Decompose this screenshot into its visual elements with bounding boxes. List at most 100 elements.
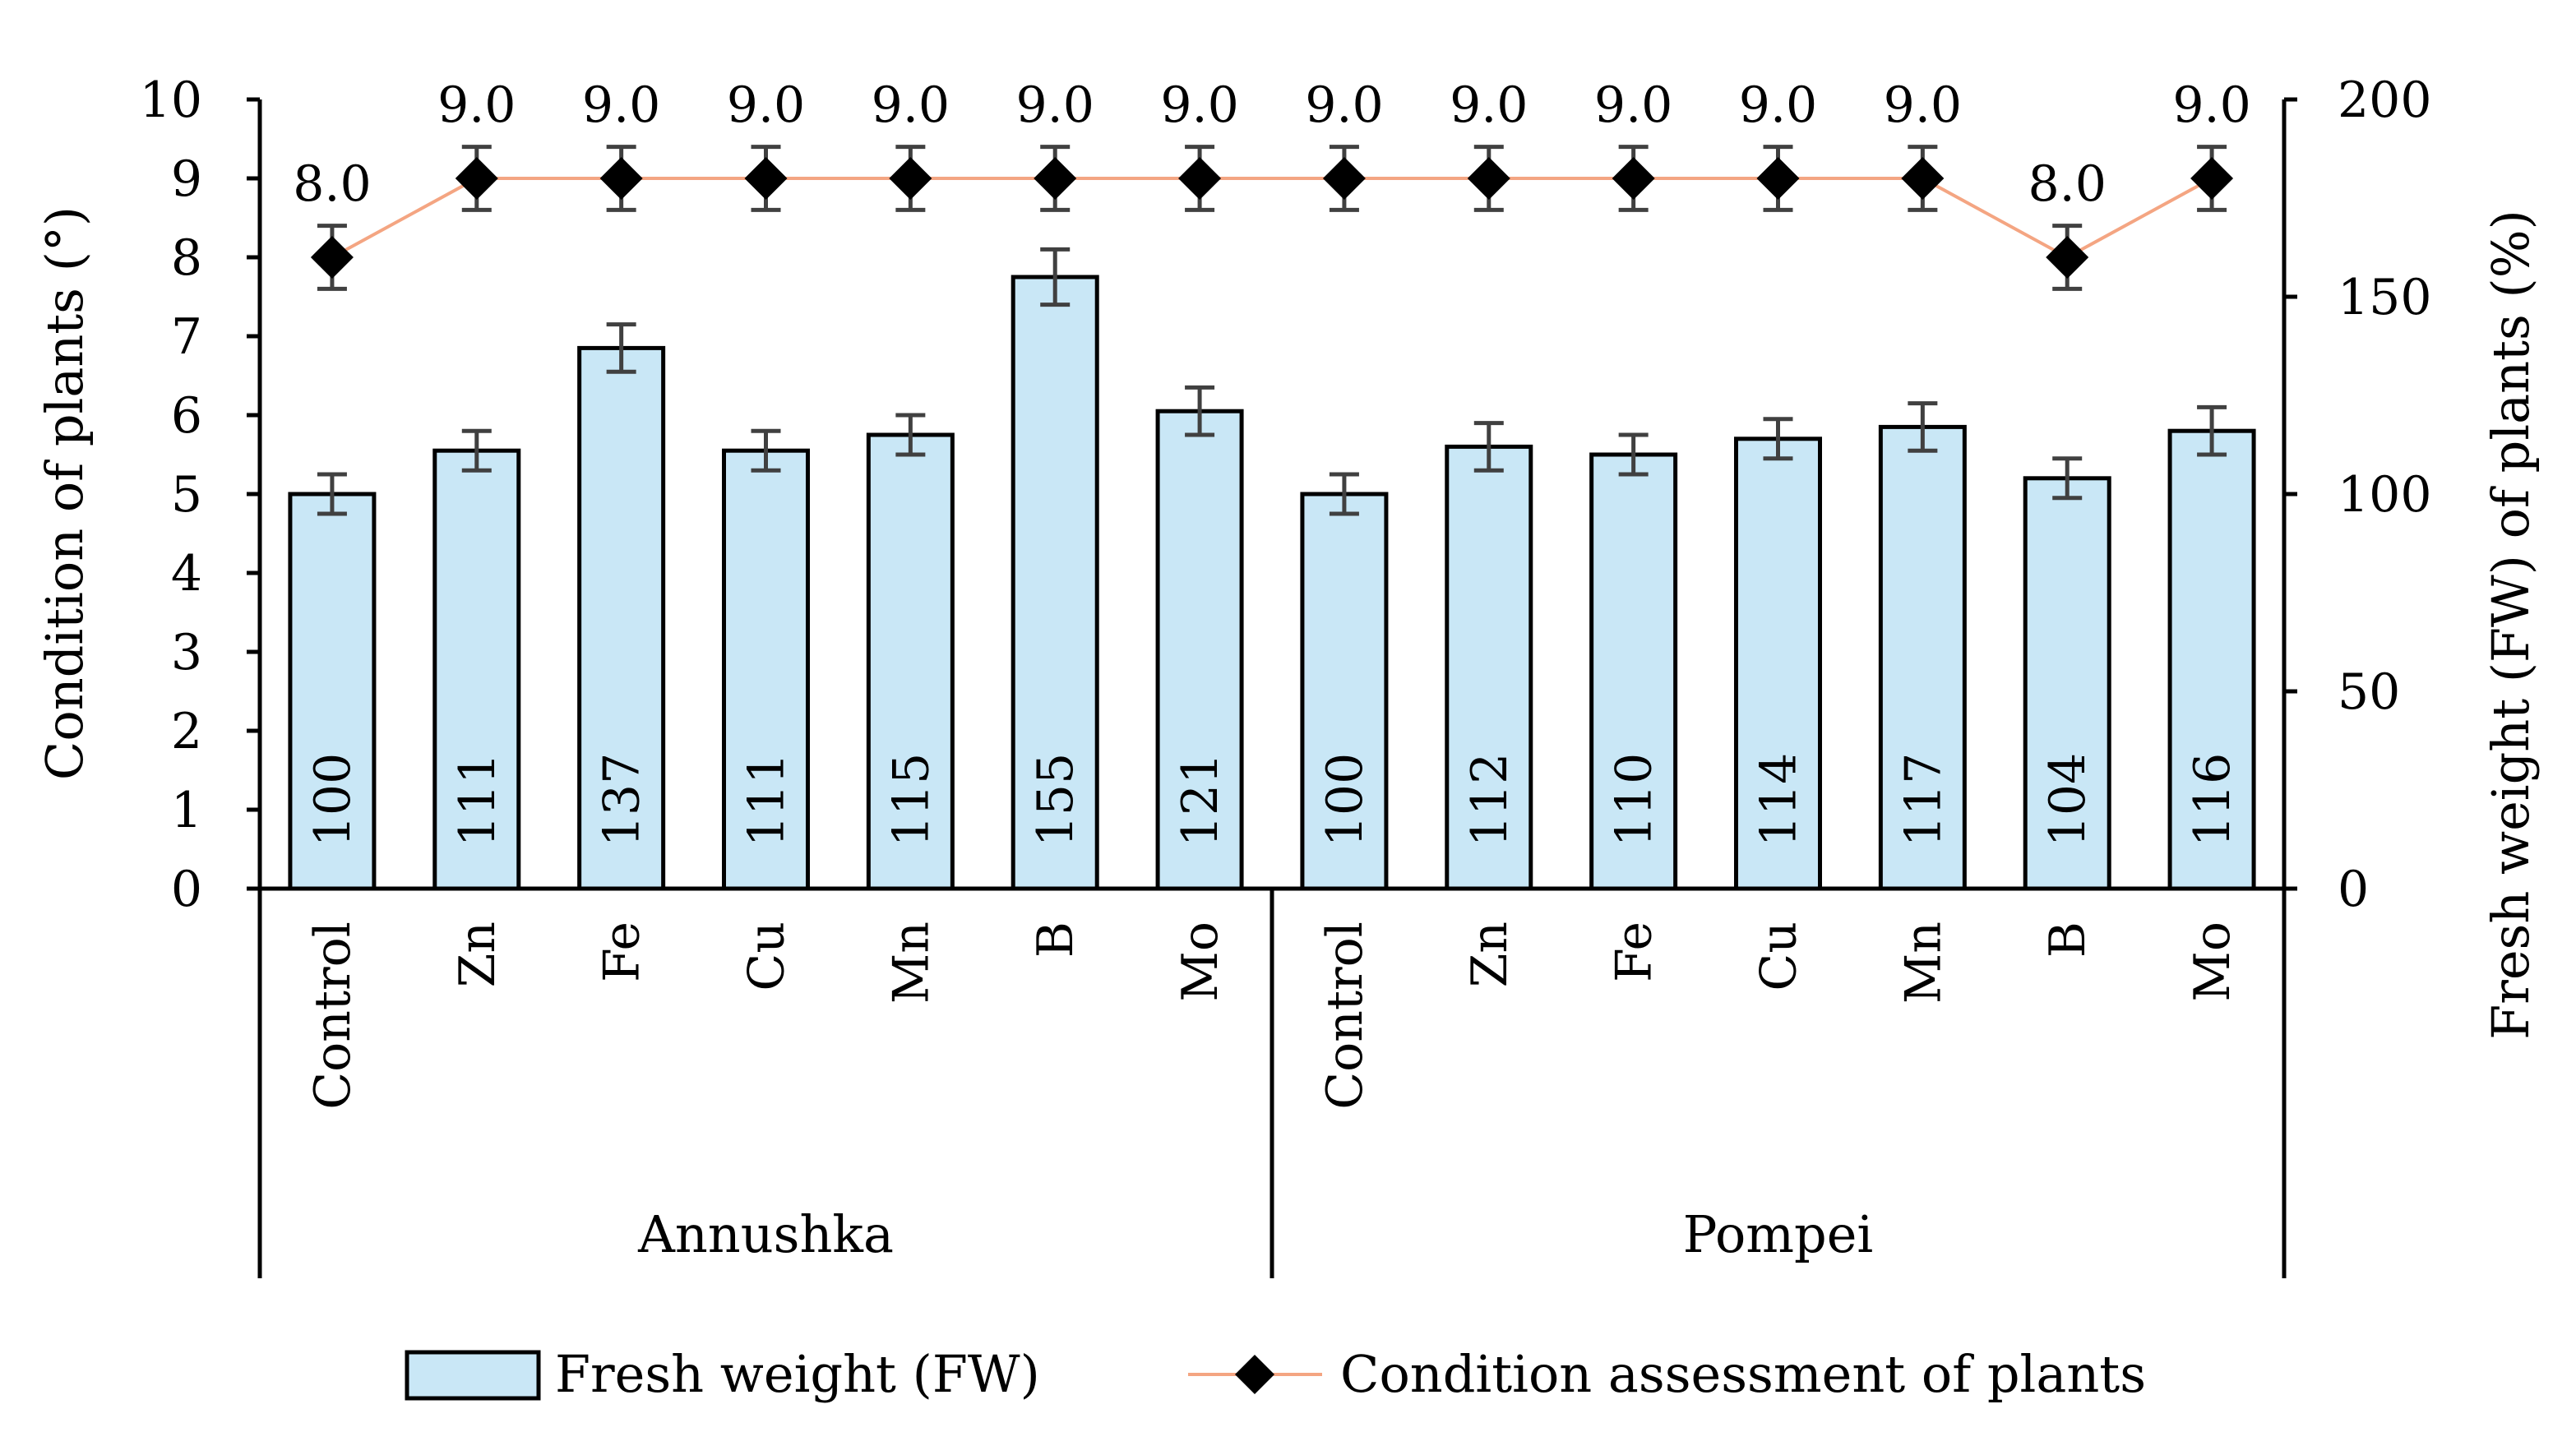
condition-marker bbox=[599, 157, 643, 200]
bar-value-label: 111 bbox=[449, 753, 506, 848]
category-label: Mo bbox=[2184, 922, 2241, 1002]
bar-value-label: 100 bbox=[1316, 753, 1374, 848]
condition-value-label: 9.0 bbox=[1450, 76, 1528, 134]
bar-value-label: 115 bbox=[882, 753, 940, 848]
category-label: Zn bbox=[449, 922, 506, 987]
bar-value-label: 112 bbox=[1461, 753, 1519, 848]
category-label: Cu bbox=[1750, 922, 1808, 991]
bar-value-label: 111 bbox=[738, 753, 796, 848]
condition-marker bbox=[889, 157, 932, 200]
right-axis-title: Fresh weight (FW) of plants (%) bbox=[2481, 210, 2541, 1040]
condition-marker bbox=[1901, 157, 1945, 200]
condition-value-label: 9.0 bbox=[2172, 76, 2250, 134]
left-axis-title: Condition of plants (°) bbox=[35, 206, 95, 780]
bar bbox=[432, 448, 521, 891]
left-axis-ticks: 0 1 2 3 4 5 6 7 8 9 10 bbox=[140, 72, 260, 918]
condition-marker bbox=[744, 157, 788, 200]
axes-layer bbox=[257, 99, 2287, 1278]
left-tick-label: 5 bbox=[171, 466, 202, 524]
legend-bar-swatch bbox=[405, 1350, 541, 1401]
legend-bar-label: Fresh weight (FW) bbox=[555, 1344, 1040, 1404]
bar-error-bars-layer bbox=[317, 247, 2227, 516]
condition-line-layer: 8.0 9.0 9.0 9.0 9.0 9.0 9.0 9.0 9.0 9.0 9.0 9.0 8.0 9… bbox=[293, 76, 2251, 291]
left-tick-label: 10 bbox=[140, 72, 202, 129]
bar-value-label: 114 bbox=[1750, 753, 1808, 848]
category-labels-layer: Control Zn Fe Cu Mn B Mo Control Zn Fe Cu Mn B Mo bbox=[304, 922, 2241, 1110]
left-tick-label: 2 bbox=[171, 703, 202, 760]
condition-value-label: 9.0 bbox=[437, 76, 516, 134]
bars-layer bbox=[288, 275, 2256, 891]
group-labels-layer: Annushka Pompei bbox=[637, 1204, 1873, 1264]
condition-value-label: 9.0 bbox=[1016, 76, 1094, 134]
condition-value-label: 9.0 bbox=[1739, 76, 1817, 134]
condition-marker bbox=[1322, 157, 1366, 200]
bar bbox=[288, 492, 377, 891]
condition-marker bbox=[455, 157, 498, 200]
right-tick-label: 150 bbox=[2338, 269, 2432, 326]
condition-line bbox=[331, 177, 2213, 260]
condition-value-label: 9.0 bbox=[872, 76, 950, 134]
bar bbox=[1734, 436, 1822, 891]
bar-value-label: 100 bbox=[304, 753, 362, 848]
bar bbox=[1589, 452, 1678, 891]
condition-marker bbox=[1756, 157, 1800, 200]
category-label: Mo bbox=[1172, 922, 1229, 1002]
left-tick-label: 8 bbox=[171, 229, 202, 287]
bar-value-label: 121 bbox=[1172, 753, 1229, 848]
category-label: Zn bbox=[1461, 922, 1519, 987]
category-label: Fe bbox=[1606, 922, 1663, 982]
category-label: Mn bbox=[882, 922, 940, 1004]
condition-marker bbox=[1178, 157, 1222, 200]
bar-value-label: 104 bbox=[2039, 753, 2097, 848]
condition-value-label: 9.0 bbox=[1594, 76, 1672, 134]
bar-labels-layer: 100 111 137 111 115 155 121 100 112 110 114 117 104 1… bbox=[304, 753, 2241, 848]
condition-marker bbox=[1612, 157, 1655, 200]
left-tick-label: 1 bbox=[171, 782, 202, 839]
legend-diamond-marker bbox=[1235, 1355, 1274, 1394]
condition-marker bbox=[1034, 157, 1077, 200]
left-tick-label: 0 bbox=[171, 861, 202, 918]
category-label: Control bbox=[304, 922, 362, 1110]
bar-value-label: 155 bbox=[1027, 753, 1085, 848]
bar-value-label: 116 bbox=[2184, 753, 2241, 848]
group-label: Pompei bbox=[1683, 1204, 1874, 1264]
condition-value-label: 9.0 bbox=[1305, 76, 1383, 134]
condition-marker bbox=[1467, 157, 1510, 200]
condition-value-label: 9.0 bbox=[1884, 76, 1962, 134]
right-tick-label: 50 bbox=[2338, 663, 2400, 721]
condition-marker bbox=[310, 236, 354, 279]
category-label: Fe bbox=[594, 922, 651, 982]
category-label: Cu bbox=[738, 922, 796, 991]
condition-value-label: 8.0 bbox=[2028, 155, 2107, 213]
condition-marker bbox=[2046, 236, 2089, 279]
condition-value-label: 9.0 bbox=[582, 76, 660, 134]
left-tick-label: 3 bbox=[171, 624, 202, 681]
left-tick-label: 6 bbox=[171, 387, 202, 445]
category-label: Control bbox=[1316, 922, 1374, 1110]
category-label: B bbox=[2039, 922, 2097, 958]
left-tick-label: 7 bbox=[171, 308, 202, 366]
bar bbox=[1011, 275, 1099, 891]
right-axis-ticks: 0 50 100 150 200 bbox=[2284, 72, 2432, 918]
left-tick-label: 4 bbox=[171, 545, 202, 603]
right-tick-label: 0 bbox=[2338, 861, 2369, 918]
condition-value-label: 9.0 bbox=[727, 76, 805, 134]
bar bbox=[722, 448, 810, 891]
right-tick-label: 100 bbox=[2338, 466, 2432, 524]
bar-value-label: 110 bbox=[1606, 753, 1663, 848]
group-label: Annushka bbox=[637, 1204, 894, 1264]
condition-marker bbox=[2190, 157, 2234, 200]
category-label: B bbox=[1027, 922, 1085, 958]
right-tick-label: 200 bbox=[2338, 72, 2432, 129]
bar bbox=[1300, 492, 1389, 891]
left-tick-label: 9 bbox=[171, 150, 202, 208]
condition-value-label: 8.0 bbox=[293, 155, 371, 213]
legend: Fresh weight (FW) Condition assessment o… bbox=[405, 1344, 2146, 1404]
bar bbox=[1878, 424, 1967, 891]
category-label: Mn bbox=[1894, 922, 1952, 1004]
condition-value-label: 9.0 bbox=[1160, 76, 1238, 134]
bar-value-label: 117 bbox=[1894, 753, 1952, 848]
legend-line-label: Condition assessment of plants bbox=[1340, 1344, 2146, 1404]
bar-value-label: 137 bbox=[594, 753, 651, 848]
